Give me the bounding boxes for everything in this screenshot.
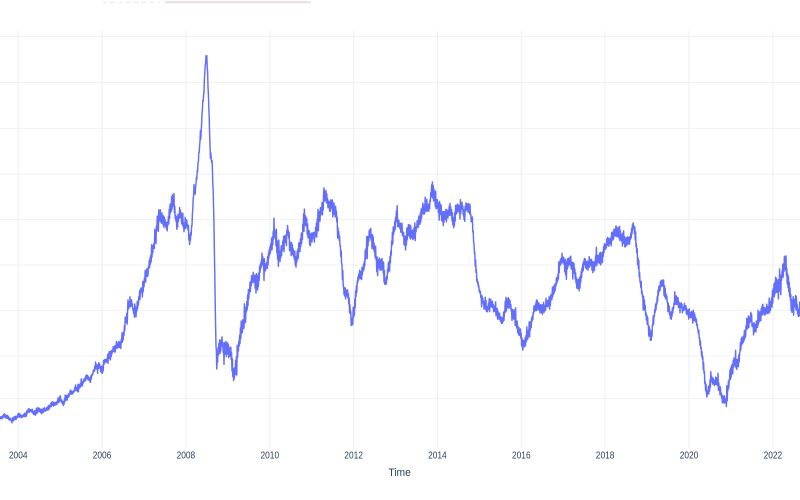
svg-text:2008: 2008: [177, 451, 196, 462]
svg-text:2006: 2006: [93, 451, 112, 462]
svg-text:2010: 2010: [261, 451, 280, 462]
svg-text:2022: 2022: [764, 451, 783, 462]
svg-text:2020: 2020: [680, 451, 699, 462]
svg-text:2016: 2016: [512, 451, 531, 462]
svg-text:2014: 2014: [428, 451, 447, 462]
svg-text:2012: 2012: [344, 451, 363, 462]
svg-text:2018: 2018: [596, 451, 615, 462]
svg-text:Time: Time: [388, 467, 411, 479]
svg-text:2004: 2004: [9, 451, 28, 462]
